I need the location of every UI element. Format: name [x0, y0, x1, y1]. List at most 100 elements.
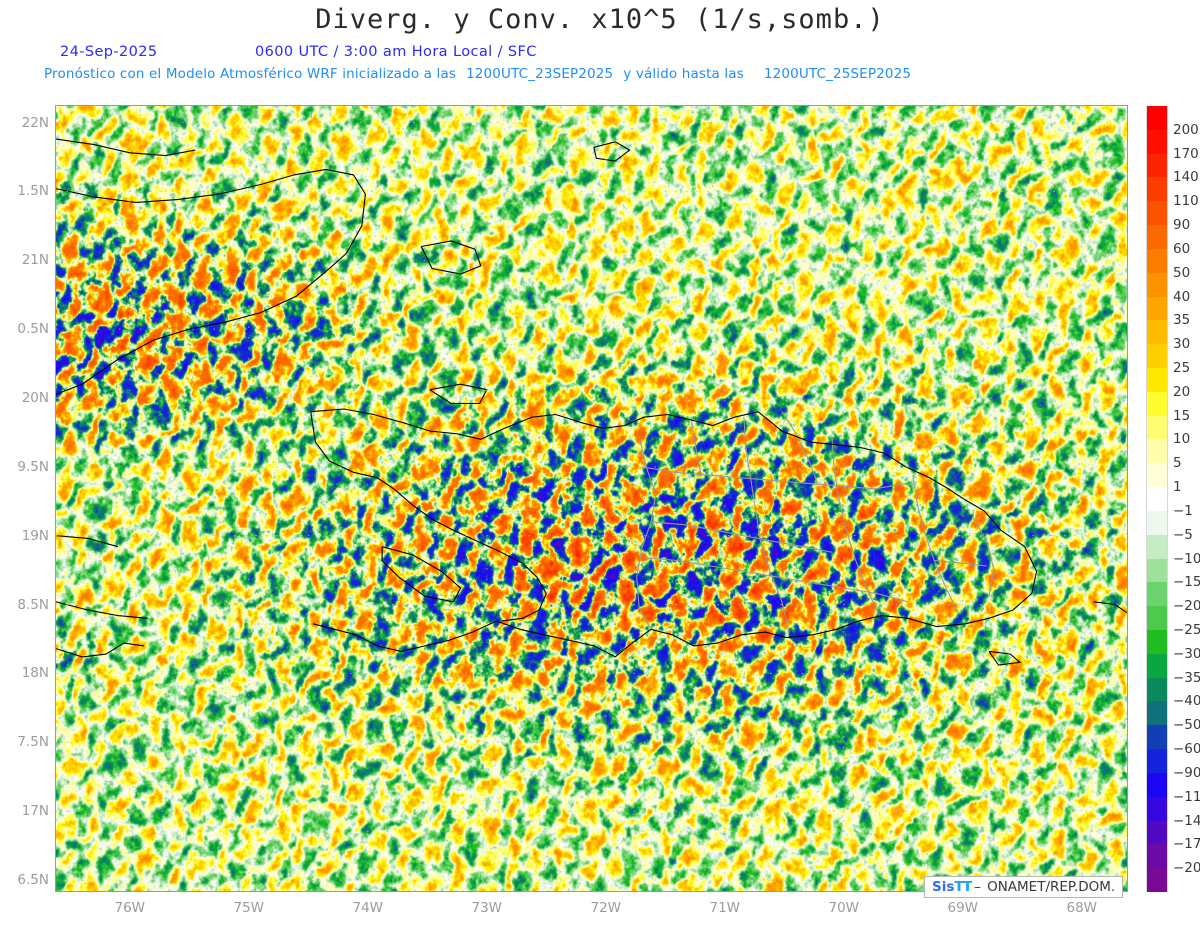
- model-valid-time: 1200UTC_25SEP2025: [763, 66, 912, 82]
- brand-suffix-label: TT: [954, 879, 972, 895]
- forecast-time-level: 0600 UTC / 3:00 am Hora Local / SFC: [255, 44, 537, 60]
- x-axis-tick-label: 71W: [709, 900, 741, 916]
- y-axis-tick-label: 9.5N: [17, 458, 49, 475]
- description-text-middle: y válido hasta las: [623, 66, 744, 82]
- colorbar-tick-label: 10: [1173, 431, 1191, 448]
- colorbar-cell: [1146, 439, 1168, 464]
- colorbar-tick-label: −140: [1173, 812, 1200, 829]
- x-axis-tick-label: 76W: [114, 900, 146, 916]
- colorbar-tick-label: 110: [1173, 193, 1199, 210]
- x-axis-tick-label: 72W: [590, 900, 622, 916]
- colorbar-cell: [1146, 796, 1168, 821]
- colorbar-tick-label: 200: [1173, 121, 1199, 138]
- y-axis-tick-label: 6.5N: [17, 871, 49, 888]
- map-plot-area[interactable]: [55, 105, 1128, 892]
- colorbar-tick-label: −40: [1173, 693, 1200, 710]
- description-text-prefix: Pronóstico con el Modelo Atmosférico WRF…: [44, 66, 457, 82]
- watermark-badge: Sis TT – ONAMET/REP.DOM.: [924, 876, 1124, 898]
- colorbar-cell: [1146, 510, 1168, 536]
- colorbar-cell: [1146, 749, 1168, 774]
- colorbar-cell: [1146, 582, 1168, 607]
- subtitle-row: 24-Sep-2025 0600 UTC / 3:00 am Hora Loca…: [55, 44, 1155, 64]
- colorbar-tick-label: −110: [1173, 788, 1200, 805]
- divergence-field-canvas: [56, 106, 1127, 891]
- colorbar-cell: [1146, 772, 1168, 798]
- colorbar[interactable]: [1146, 106, 1168, 893]
- colorbar-tick-label: −90: [1173, 764, 1200, 781]
- colorbar-cell: [1146, 677, 1168, 702]
- forecast-date: 24-Sep-2025: [60, 44, 158, 60]
- coastline-overlay: [56, 138, 1127, 666]
- colorbar-tick-label: 140: [1173, 169, 1199, 186]
- colorbar-tick-label: 5: [1173, 455, 1182, 472]
- x-axis-tick-label: 69W: [947, 900, 979, 916]
- colorbar-tick-label: −60: [1173, 741, 1200, 758]
- colorbar-cell: [1146, 653, 1168, 679]
- y-axis-tick-label: 19N: [21, 527, 49, 544]
- colorbar-tick-label: −200: [1173, 860, 1200, 877]
- colorbar-cell: [1146, 344, 1168, 369]
- colorbar-tick-label: −35: [1173, 669, 1200, 686]
- x-axis-tick-label: 75W: [233, 900, 265, 916]
- y-axis-tick-label: 22N: [21, 114, 49, 131]
- agency-separator: –: [974, 879, 982, 895]
- colorbar-cell: [1146, 177, 1168, 202]
- colorbar-tick-label: −15: [1173, 574, 1200, 591]
- colorbar-cell: [1146, 558, 1168, 583]
- colorbar-cell: [1146, 272, 1168, 297]
- colorbar-cell: [1146, 415, 1168, 440]
- colorbar-tick-label: −5: [1173, 526, 1193, 543]
- colorbar-tick-label: 30: [1173, 336, 1191, 353]
- agency-label: ONAMET/REP.DOM.: [987, 879, 1116, 895]
- colorbar-tick-label: −170: [1173, 836, 1200, 853]
- colorbar-cell: [1146, 248, 1168, 274]
- y-axis-tick-label: 7.5N: [17, 734, 49, 751]
- colorbar-cell: [1146, 368, 1168, 393]
- colorbar-tick-label: 90: [1173, 217, 1191, 234]
- colorbar-cell: [1146, 153, 1168, 178]
- colorbar-tick-label: −20: [1173, 598, 1200, 615]
- colorbar-cell: [1146, 868, 1168, 893]
- model-description: Pronóstico con el Modelo Atmosférico WRF…: [44, 66, 1194, 86]
- colorbar-cell: [1146, 606, 1168, 631]
- colorbar-tick-label: −1: [1173, 502, 1193, 519]
- brand-prefix-label: Sis: [932, 879, 955, 895]
- colorbar-tick-label: 50: [1173, 264, 1191, 281]
- x-axis-tick-label: 73W: [471, 900, 503, 916]
- colorbar-cell: [1146, 820, 1168, 845]
- colorbar-cell: [1146, 725, 1168, 750]
- x-axis-tick-label: 74W: [352, 900, 384, 916]
- colorbar-tick-label: −50: [1173, 717, 1200, 734]
- colorbar-cell: [1146, 320, 1168, 345]
- colorbar-cell: [1146, 701, 1168, 726]
- y-axis-tick-label: 18N: [21, 665, 49, 682]
- colorbar-tick-label: −10: [1173, 550, 1200, 567]
- page-title: Diverg. y Conv. x10^5 (1/s,somb.): [315, 4, 885, 35]
- colorbar-cell: [1146, 463, 1168, 488]
- gridline-overlay: [56, 106, 1127, 891]
- model-init-time: 1200UTC_23SEP2025: [466, 66, 614, 82]
- x-axis-tick-label: 68W: [1066, 900, 1098, 916]
- x-axis-tick-label: 70W: [828, 900, 860, 916]
- y-axis-tick-label: 21N: [21, 252, 49, 269]
- colorbar-cell: [1146, 487, 1168, 512]
- y-axis-tick-label: 20N: [21, 389, 49, 406]
- colorbar-cell: [1146, 106, 1168, 131]
- colorbar-cell: [1146, 129, 1168, 155]
- colorbar-cell: [1146, 844, 1168, 869]
- colorbar-tick-label: 170: [1173, 145, 1199, 162]
- colorbar-cell: [1146, 201, 1168, 226]
- colorbar-tick-label: 60: [1173, 240, 1191, 257]
- colorbar-cell: [1146, 225, 1168, 250]
- colorbar-tick-label: 20: [1173, 383, 1191, 400]
- colorbar-cell: [1146, 630, 1168, 655]
- y-axis-tick-label: 0.5N: [17, 321, 49, 338]
- colorbar-tick-label: 25: [1173, 360, 1191, 376]
- colorbar-tick-label: 35: [1173, 312, 1191, 329]
- colorbar-tick-label: 15: [1173, 407, 1191, 424]
- y-axis-tick-label: 8.5N: [17, 596, 49, 613]
- y-axis-tick-label: 1.5N: [17, 183, 49, 200]
- colorbar-tick-label: −25: [1173, 622, 1200, 638]
- colorbar-cell: [1146, 391, 1168, 417]
